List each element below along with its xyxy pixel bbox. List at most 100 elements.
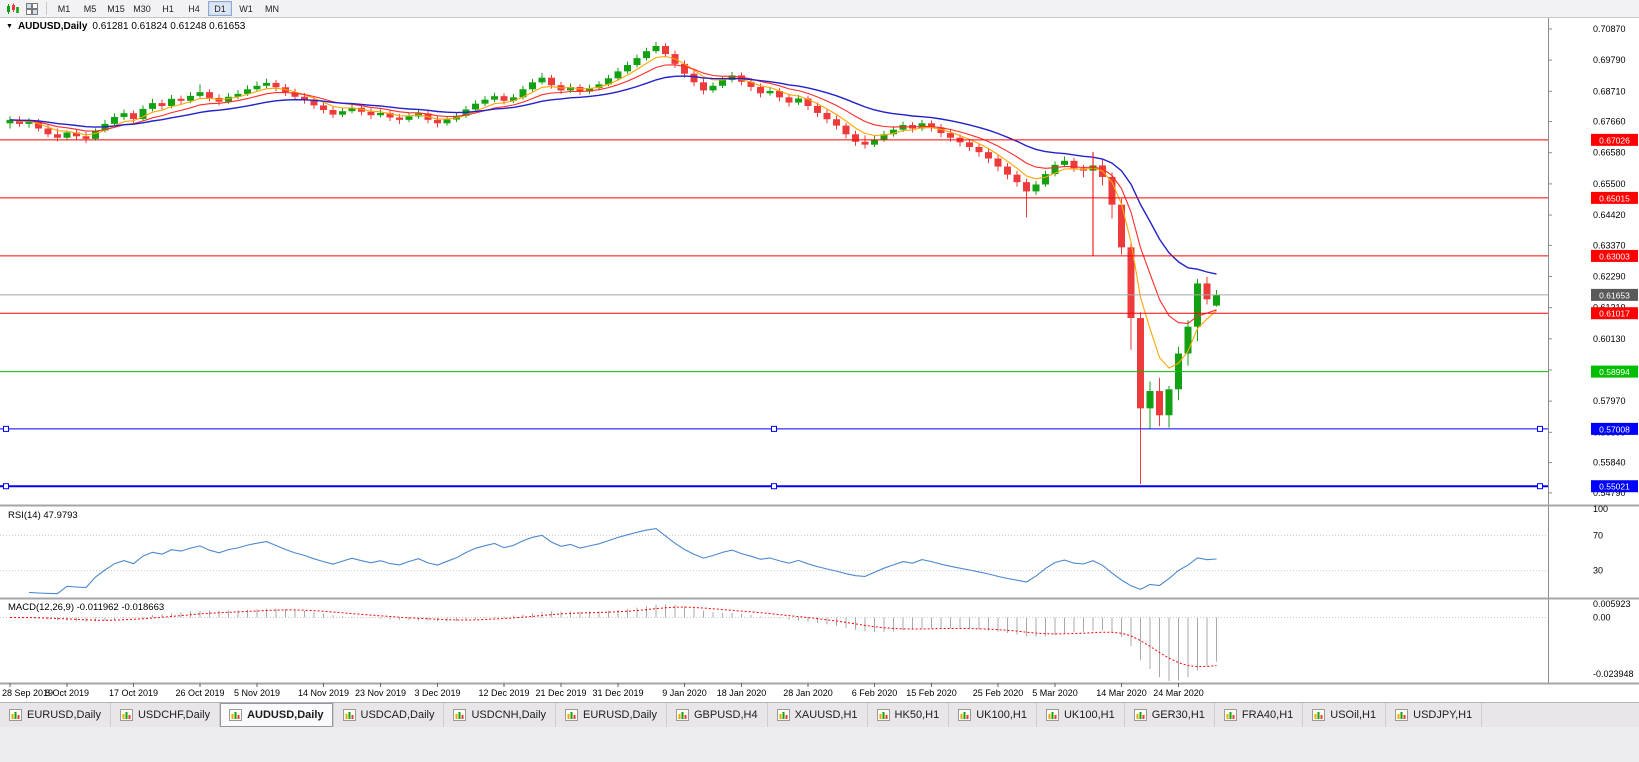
timeframe-button-group: M1 M5 M15 M30 H1 H4 D1 W1 MN (51, 1, 285, 16)
toolbar: M1 M5 M15 M30 H1 H4 D1 W1 MN (0, 0, 1639, 18)
svg-text:23 Nov 2019: 23 Nov 2019 (355, 688, 406, 698)
chart-tab-icon (676, 709, 689, 721)
svg-text:28 Jan 2020: 28 Jan 2020 (783, 688, 833, 698)
chart-tab-icon (565, 709, 579, 721)
timeframe-button-h4[interactable]: H4 (188, 4, 200, 14)
svg-text:0.70870: 0.70870 (1593, 24, 1626, 34)
svg-text:5 Mar 2020: 5 Mar 2020 (1032, 688, 1078, 698)
svg-text:9 Jan 2020: 9 Jan 2020 (662, 688, 707, 698)
chart-tab-icon (9, 709, 22, 721)
chart-tab-hk50-h1[interactable]: HK50,H1 (868, 703, 950, 727)
chart-tab-gbpusd-h4[interactable]: GBPUSD,H4 (667, 703, 768, 727)
status-area (0, 727, 1639, 762)
chart-tab-usoil-h1[interactable]: USOil,H1 (1303, 703, 1387, 727)
candlestick-chart-icon[interactable] (3, 1, 21, 16)
chart-tab-label: FRA40,H1 (1241, 709, 1294, 721)
chart-tab-label: GBPUSD,H4 (694, 709, 758, 721)
timeframe-button-m15[interactable]: M15 (107, 4, 125, 14)
chart-tab-icon (1395, 709, 1409, 721)
svg-text:0.55840: 0.55840 (1593, 458, 1626, 468)
chart-tab-icon (453, 709, 467, 721)
timeframe-button-m5[interactable]: M5 (83, 4, 97, 14)
chart-tab-usdcnh-daily[interactable]: USDCNH,Daily (444, 703, 557, 727)
svg-text:25 Feb 2020: 25 Feb 2020 (973, 688, 1024, 698)
tile-windows-icon[interactable] (23, 1, 41, 16)
svg-text:0.61653: 0.61653 (1599, 290, 1630, 300)
svg-text:0.54790: 0.54790 (1593, 488, 1626, 498)
chart-tab-uk100-h1[interactable]: UK100,H1 (949, 703, 1037, 727)
chart-tab-icon (1312, 709, 1326, 721)
svg-text:6 Feb 2020: 6 Feb 2020 (852, 688, 898, 698)
svg-text:18 Jan 2020: 18 Jan 2020 (717, 688, 767, 698)
ma-line-5 (9, 55, 1217, 369)
svg-text:3 Dec 2019: 3 Dec 2019 (414, 688, 460, 698)
chart-title: ▼ AUDUSD,Daily 0.61281 0.61824 0.61248 0… (6, 21, 245, 32)
macd-signal-line (9, 606, 1217, 668)
chart-tab-fra40-h1[interactable]: FRA40,H1 (1215, 703, 1304, 727)
chart-tab-usdcad-daily[interactable]: USDCAD,Daily (334, 703, 445, 727)
svg-text:0.64420: 0.64420 (1593, 210, 1626, 220)
chart-tab-icon (119, 709, 133, 721)
chart-tab-uk100-h1[interactable]: UK100,H1 (1037, 703, 1125, 727)
svg-text:24 Mar 2020: 24 Mar 2020 (1153, 688, 1204, 698)
svg-text:12 Dec 2019: 12 Dec 2019 (478, 688, 529, 698)
svg-text:70: 70 (1593, 530, 1603, 540)
chart-tab-usdjpy-h1[interactable]: USDJPY,H1 (1386, 703, 1483, 727)
horizontal-lines-layer[interactable] (0, 139, 1548, 490)
timeframe-button-mn[interactable]: MN (265, 4, 279, 14)
svg-text:0.66580: 0.66580 (1593, 148, 1626, 158)
svg-text:-0.023948: -0.023948 (1593, 669, 1634, 679)
chart-tab-icon (958, 709, 972, 721)
chart-tab-ger30-h1[interactable]: GER30,H1 (1125, 703, 1215, 727)
chart-tab-label: USDCNH,Daily (471, 709, 547, 721)
chart-tab-label: AUDUSD,Daily (247, 709, 324, 721)
chart-tab-eurusd-daily[interactable]: EURUSD,Daily (556, 703, 667, 727)
timeframe-button-m1[interactable]: M1 (57, 4, 71, 14)
chart-tab-icon (342, 709, 356, 721)
rsi-pane: 100 70 30 (0, 504, 1608, 595)
svg-text:0.67660: 0.67660 (1593, 117, 1626, 127)
chart-tab-label: XAUUSD,H1 (794, 709, 858, 721)
chart-background (0, 18, 1639, 702)
chart-tab-usdchf-daily[interactable]: USDCHF,Daily (111, 703, 221, 727)
svg-text:0.65015: 0.65015 (1599, 193, 1630, 203)
svg-text:0.57970: 0.57970 (1593, 396, 1626, 406)
current-price-label (1591, 288, 1638, 301)
chart-tab-label: UK100,H1 (976, 709, 1027, 721)
one-click-trading-toggle[interactable]: ▼ (6, 23, 13, 30)
svg-text:0.62290: 0.62290 (1593, 272, 1626, 282)
chart-tab-bar: EURUSD,Daily USDCHF,Daily AUDUSD,Daily USDC… (0, 702, 1639, 727)
svg-text:100: 100 (1593, 504, 1608, 514)
svg-text:30: 30 (1593, 566, 1603, 576)
price-axis[interactable]: 0.70870 0.69790 0.68710 0.67660 0.66580 0.655… (1548, 18, 1638, 683)
chart-tab-label: USDJPY,H1 (1413, 709, 1473, 721)
chart-tab-icon (1045, 709, 1059, 721)
chart-tab-icon (776, 709, 790, 721)
timeframe-button-m30[interactable]: M30 (133, 4, 151, 14)
chart-tab-icon (229, 709, 243, 721)
svg-text:0.68710: 0.68710 (1593, 86, 1626, 96)
chart-tab-xauusd-h1[interactable]: XAUUSD,H1 (768, 703, 868, 727)
chart-symbol-title: AUDUSD,Daily (17, 21, 88, 32)
chart-tab-audusd-daily[interactable]: AUDUSD,Daily (220, 703, 334, 727)
chart-tab-icon (1223, 709, 1237, 721)
timeframe-button-h1[interactable]: H1 (162, 4, 174, 14)
svg-text:0.61017: 0.61017 (1599, 309, 1630, 319)
chart-tab-label: USDCAD,Daily (360, 709, 435, 721)
svg-text:0.58994: 0.58994 (1599, 367, 1630, 377)
svg-text:0.69790: 0.69790 (1593, 55, 1626, 65)
timeframe-button-d1[interactable]: D1 (208, 1, 232, 16)
svg-text:17 Oct 2019: 17 Oct 2019 (109, 688, 158, 698)
svg-text:5 Nov 2019: 5 Nov 2019 (234, 688, 280, 698)
svg-text:0.55021: 0.55021 (1599, 482, 1630, 492)
chart-tab-label: EURUSD,Daily (583, 709, 657, 721)
timeframe-button-w1[interactable]: W1 (239, 4, 253, 14)
chart-tab-eurusd-daily[interactable]: EURUSD,Daily (0, 703, 111, 727)
chart-tab-icon (1133, 709, 1147, 721)
toolbar-separator (46, 2, 47, 15)
svg-text:0.65500: 0.65500 (1593, 179, 1626, 189)
ma-line-21 (9, 75, 1217, 275)
